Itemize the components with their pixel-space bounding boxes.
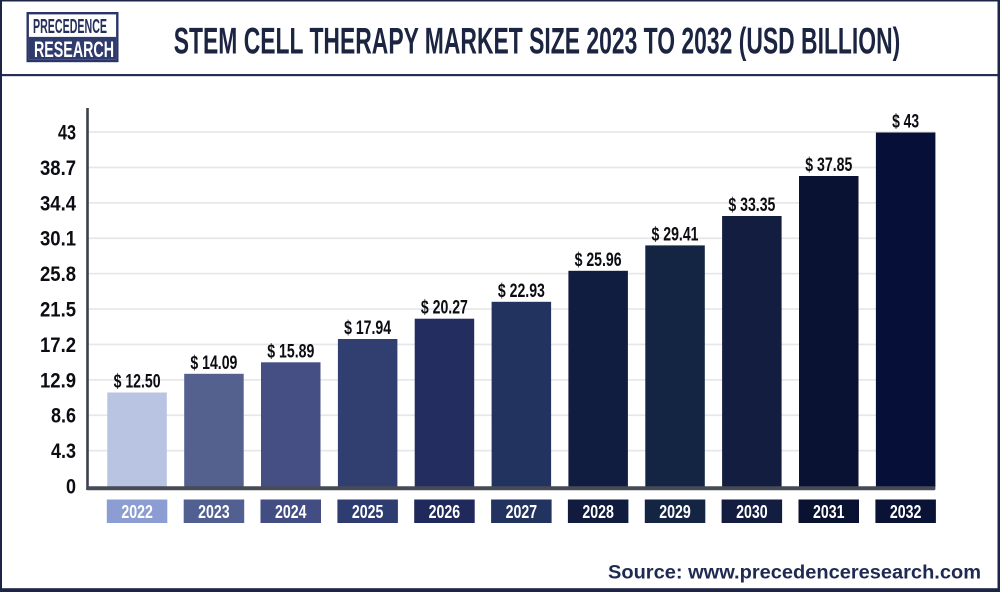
svg-text:2029: 2029 [659,501,691,522]
svg-text:12.9: 12.9 [40,369,76,392]
svg-text:2031: 2031 [813,501,845,522]
svg-text:2026: 2026 [429,501,461,522]
svg-text:$ 43: $ 43 [892,111,919,133]
svg-text:$ 25.96: $ 25.96 [575,249,622,271]
svg-text:0: 0 [66,476,76,499]
svg-text:STEM CELL THERAPY MARKET SIZE: STEM CELL THERAPY MARKET SIZE 2023 TO 20… [174,20,901,61]
svg-text:RESEARCH: RESEARCH [34,37,114,62]
svg-text:43: 43 [58,122,76,145]
svg-text:2027: 2027 [506,501,538,522]
svg-text:2028: 2028 [582,501,614,522]
svg-text:2032: 2032 [890,501,922,522]
svg-text:2030: 2030 [736,501,768,522]
svg-text:8.6: 8.6 [51,405,76,428]
svg-text:$ 15.89: $ 15.89 [267,340,314,362]
svg-text:$ 37.85: $ 37.85 [805,154,852,176]
svg-text:Source: www.precedenceresearch: Source: www.precedenceresearch.com [608,562,981,584]
svg-text:$ 22.93: $ 22.93 [498,280,545,302]
svg-text:$ 14.09: $ 14.09 [190,352,237,374]
svg-text:$ 17.94: $ 17.94 [344,317,391,339]
svg-text:2023: 2023 [198,501,230,522]
svg-text:17.2: 17.2 [40,334,76,357]
svg-text:$ 33.35: $ 33.35 [728,194,775,216]
svg-text:$ 20.27: $ 20.27 [421,297,468,319]
svg-text:38.7: 38.7 [40,157,76,180]
svg-text:2024: 2024 [275,501,307,522]
svg-text:25.8: 25.8 [40,263,76,286]
svg-text:$ 29.41: $ 29.41 [652,223,699,245]
svg-text:30.1: 30.1 [40,228,76,251]
svg-text:2022: 2022 [121,501,153,522]
svg-text:4.3: 4.3 [51,440,76,463]
svg-text:2025: 2025 [352,501,384,522]
svg-text:$ 12.50: $ 12.50 [114,371,161,393]
svg-text:34.4: 34.4 [40,192,76,215]
svg-text:PRECEDENCE: PRECEDENCE [33,16,107,38]
svg-text:21.5: 21.5 [40,299,76,322]
